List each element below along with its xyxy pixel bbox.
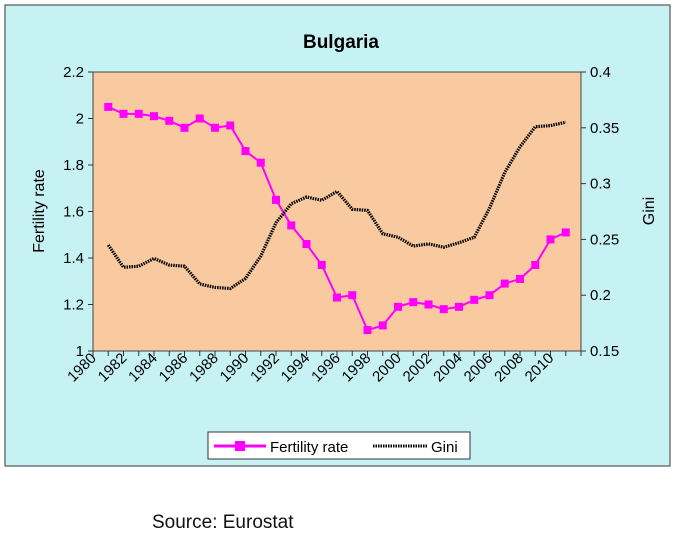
fertility-rate-point [134, 109, 143, 118]
fertility-rate-point [424, 300, 433, 309]
fertility-rate-point [211, 123, 219, 132]
y-tick-label-right: 0.35 [590, 120, 619, 137]
fertility-rate-point [546, 235, 555, 244]
fertility-rate-point [409, 298, 418, 307]
y-tick-label-left: 2.2 [63, 64, 84, 81]
fertility-rate-point [439, 305, 448, 314]
fertility-rate-point [378, 321, 387, 330]
fertility-rate-point [165, 116, 174, 125]
fertility-rate-point [241, 147, 250, 156]
y-tick-label-left: 1.2 [63, 297, 84, 314]
y-tick-label-right: 0.25 [590, 231, 619, 248]
fertility-rate-point [256, 158, 265, 167]
fertility-rate-point [287, 221, 296, 230]
fertility-rate-point [348, 291, 357, 300]
legend-fertility-label: Fertility rate [270, 439, 348, 456]
y-tick-label-right: 0.4 [590, 64, 611, 81]
fertility-rate-point [531, 260, 540, 269]
series-layer [104, 102, 570, 335]
plot-area [92, 71, 582, 352]
fertility-rate-point [394, 302, 402, 311]
y-axis-label-right: Gini [641, 197, 658, 225]
y-tick-label-right: 0.15 [590, 343, 619, 360]
y-tick-label-left: 2 [76, 111, 84, 128]
fertility-rate-point [302, 240, 311, 249]
fertility-rate-point [333, 293, 341, 302]
legend-gini-label: Gini [431, 439, 458, 456]
chart-title: Bulgaria [303, 32, 379, 53]
fertility-rate-point [317, 260, 326, 269]
y-tick-label-left: 1.4 [63, 250, 84, 267]
fertility-rate-point [500, 279, 509, 288]
fertility-rate-point [485, 291, 494, 300]
fertility-rate-point [272, 195, 280, 204]
y-axis-label-left: Fertility rate [31, 169, 48, 253]
fertility-rate-point [516, 274, 524, 283]
legend-fertility-marker [235, 441, 245, 451]
source-caption: Source: Eurostat [152, 512, 294, 533]
y-tick-label-right: 0.2 [590, 287, 611, 304]
fertility-rate-point [180, 123, 189, 132]
y-tick-label-left: 1 [76, 343, 84, 360]
fertility-rate-point [195, 114, 204, 123]
gini-line [106, 120, 567, 291]
y-tick-label-right: 0.3 [590, 176, 611, 193]
fertility-rate-point [119, 109, 128, 118]
legend: Fertility rate Gini [207, 431, 471, 460]
fertility-rate-point [226, 121, 235, 130]
fertility-rate-point [561, 228, 570, 237]
fertility-rate-point [455, 302, 463, 311]
fertility-rate-point [363, 326, 372, 335]
fertility-rate-point [104, 102, 113, 111]
fertility-rate-point [470, 295, 479, 304]
y-tick-label-left: 1.8 [63, 157, 84, 174]
fertility-rate-point [150, 112, 158, 121]
y-tick-label-left: 1.6 [63, 204, 84, 221]
